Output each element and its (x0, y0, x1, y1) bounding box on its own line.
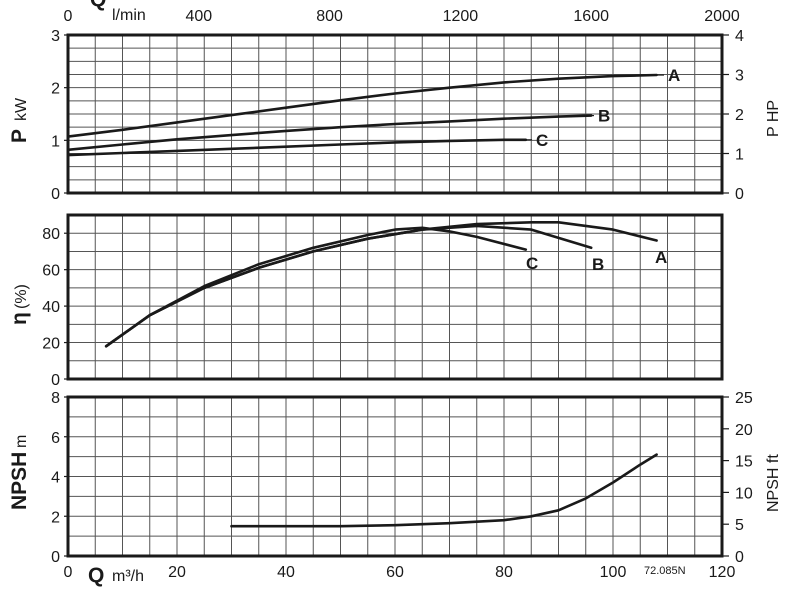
efficiency-curve-label-c: C (526, 254, 538, 273)
power-ytick-label: 2 (51, 81, 60, 98)
power-curve-label-b: B (598, 107, 610, 126)
npsh-right-tick-label: 20 (735, 422, 753, 439)
efficiency-curve-label-a: A (655, 248, 667, 267)
efficiency-curve-label-b: B (592, 255, 604, 274)
power-top-tick-label: 1200 (443, 8, 479, 25)
power-top-tick-label: 400 (185, 8, 212, 25)
power-top-tick-label: 2000 (704, 8, 740, 25)
eff-ylabel-symbol: η (8, 312, 31, 325)
npsh-bottom-tick-label: 120 (709, 564, 736, 581)
figure-code: 72.085N (644, 565, 686, 577)
npsh-ytick-label: 6 (51, 430, 60, 447)
npsh-ytick-label: 0 (51, 549, 60, 566)
npsh-right-label: NPSH ft (765, 454, 782, 512)
efficiency-ytick-label: 80 (42, 226, 60, 243)
npsh-bottom-tick-label: 0 (64, 564, 73, 581)
npsh-bottom-tick-label: 100 (600, 564, 627, 581)
power-ylabel-symbol: P (8, 129, 31, 143)
efficiency-curve-c (104, 226, 528, 348)
power-top-tick-label: 0 (64, 8, 73, 25)
power-right-tick-label: 4 (735, 28, 744, 45)
npsh-bottom-tick-label: 60 (386, 564, 404, 581)
npsh-right-tick-label: 25 (735, 390, 753, 407)
power-right-label: P HP (765, 100, 782, 137)
npsh-ytick-label: 8 (51, 390, 60, 407)
bottom-axis-symbol: Q (88, 564, 104, 587)
npsh-bottom-tick-label: 80 (495, 564, 513, 581)
power-ytick-label: 3 (51, 28, 60, 45)
npsh-right-tick-label: 5 (735, 517, 744, 534)
efficiency-curve-b (104, 224, 593, 348)
efficiency-ytick-label: 0 (51, 372, 60, 389)
power-top-tick-label: 1600 (573, 8, 609, 25)
bottom-axis-unit: m³/h (112, 568, 144, 585)
efficiency-frame (66, 213, 724, 381)
npsh-ylabel-unit: m (13, 435, 30, 448)
power-right-tick-label: 3 (735, 68, 744, 85)
power-right-tick-label: 2 (735, 107, 744, 124)
efficiency-ytick-label: 20 (42, 336, 60, 353)
npsh-ytick-label: 2 (51, 509, 60, 526)
efficiency-ytick-label: 60 (42, 263, 60, 280)
npsh-right-tick-label: 15 (735, 454, 753, 471)
npsh-ylabel-symbol: NPSH (8, 452, 31, 510)
npsh-curve-line (230, 453, 658, 528)
power-top-tick-label: 800 (316, 8, 343, 25)
power-right-tick-label: 1 (735, 147, 744, 164)
power-ytick-label: 1 (51, 133, 60, 150)
efficiency-curve-a (104, 221, 658, 348)
power-curve-b (66, 114, 593, 152)
npsh-ytick-label: 4 (51, 470, 60, 487)
power-curve-label-c: C (536, 131, 548, 150)
top-axis-unit: l/min (112, 7, 146, 24)
power-right-tick-label: 0 (735, 186, 744, 203)
npsh-right-tick-label: 10 (735, 485, 753, 502)
npsh-bottom-tick-label: 40 (277, 564, 295, 581)
power-ylabel-unit: kW (13, 97, 30, 121)
power-ytick-label: 0 (51, 186, 60, 203)
power-curve-c (66, 138, 528, 157)
top-axis-symbol: Q (90, 0, 106, 11)
power-curve-label-a: A (668, 66, 680, 85)
npsh-bottom-tick-label: 20 (168, 564, 186, 581)
power-curve-a (66, 73, 658, 138)
eff-ylabel-unit: (%) (13, 284, 30, 309)
npsh-right-tick-label: 0 (735, 549, 744, 566)
efficiency-ytick-label: 40 (42, 299, 60, 316)
